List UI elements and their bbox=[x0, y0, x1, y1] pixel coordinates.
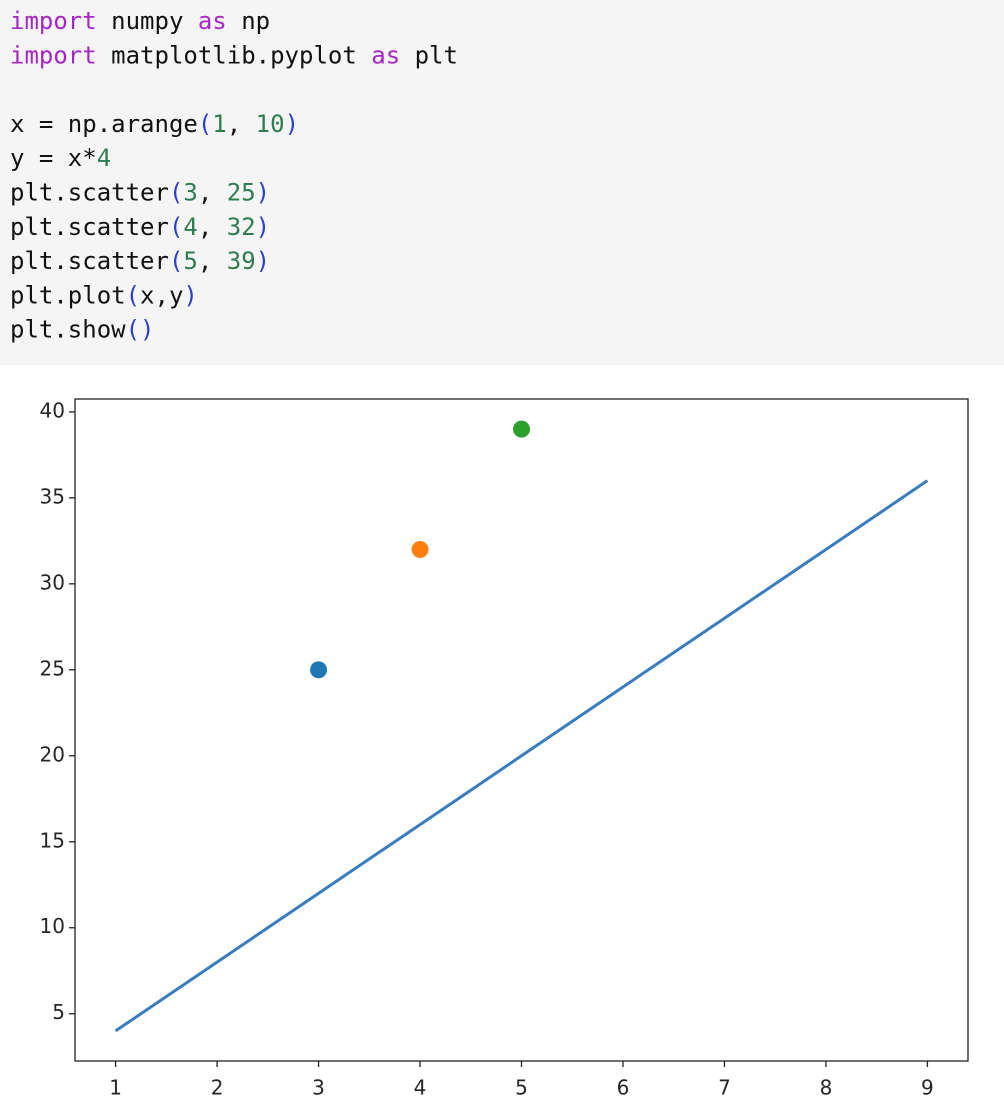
code-token: ) bbox=[256, 247, 270, 275]
x-tick-label: 8 bbox=[820, 1076, 833, 1100]
x-tick-label: 6 bbox=[617, 1076, 630, 1100]
code-line: plt.scatter(3, 25) bbox=[10, 179, 270, 207]
y-tick-label: 20 bbox=[40, 742, 65, 766]
x-tick-label: 9 bbox=[921, 1076, 934, 1100]
x-tick-label: 3 bbox=[312, 1076, 325, 1100]
code-token: 4 bbox=[183, 213, 197, 241]
code-token: 4 bbox=[97, 144, 111, 172]
code-token: numpy bbox=[97, 7, 198, 35]
code-token: plt.scatter bbox=[10, 247, 169, 275]
x-tick-label: 1 bbox=[109, 1076, 122, 1100]
code-token: plt.show bbox=[10, 316, 126, 344]
code-token: plt.scatter bbox=[10, 213, 169, 241]
code-token: as bbox=[198, 7, 227, 35]
code-token: 1 bbox=[212, 110, 226, 138]
code-token: ( bbox=[169, 247, 183, 275]
x-tick-label: 5 bbox=[515, 1076, 528, 1100]
code-token: ) bbox=[183, 281, 197, 309]
code-token: 5 bbox=[183, 247, 197, 275]
y-tick-label: 25 bbox=[40, 656, 65, 680]
scatter-point bbox=[513, 420, 530, 438]
code-token: x,y bbox=[140, 281, 183, 309]
code-token: ( bbox=[169, 179, 183, 207]
code-line: import matplotlib.pyplot as plt bbox=[10, 41, 458, 69]
code-token: 32 bbox=[227, 213, 256, 241]
x-tick-label: 7 bbox=[718, 1076, 731, 1100]
code-token: y = x* bbox=[10, 144, 97, 172]
code-token: import bbox=[10, 41, 97, 69]
plot-frame bbox=[74, 398, 969, 1062]
code-token: , bbox=[227, 110, 256, 138]
code-token: x = np.arange bbox=[10, 110, 198, 138]
code-line: import numpy as np bbox=[10, 7, 270, 35]
data-line bbox=[114, 479, 929, 1033]
code-token: np bbox=[227, 7, 270, 35]
y-tick-label: 30 bbox=[40, 570, 65, 594]
code-token: , bbox=[198, 213, 227, 241]
code-token: matplotlib.pyplot bbox=[97, 41, 372, 69]
code-token: , bbox=[198, 247, 227, 275]
code-token: 10 bbox=[256, 110, 285, 138]
code-token: plt bbox=[400, 41, 458, 69]
code-line: plt.scatter(5, 39) bbox=[10, 247, 270, 275]
code-token: 39 bbox=[227, 247, 256, 275]
code-token: () bbox=[126, 316, 155, 344]
code-token: ( bbox=[126, 281, 140, 309]
y-tick-label: 15 bbox=[40, 828, 65, 852]
code-token: ) bbox=[285, 110, 299, 138]
code-token: , bbox=[198, 179, 227, 207]
code-token: ( bbox=[198, 110, 212, 138]
y-tick-label: 35 bbox=[40, 484, 65, 508]
scatter-point bbox=[310, 661, 328, 679]
code-token: as bbox=[371, 41, 400, 69]
code-token: plt.scatter bbox=[10, 179, 169, 207]
x-tick-label: 4 bbox=[414, 1076, 427, 1100]
code-token: import bbox=[10, 7, 97, 35]
code-line: plt.plot(x,y) bbox=[10, 281, 198, 309]
code-line: x = np.arange(1, 10) bbox=[10, 110, 299, 138]
code-token: ) bbox=[256, 213, 270, 241]
y-tick-label: 10 bbox=[40, 914, 65, 938]
y-tick-label: 5 bbox=[52, 1000, 65, 1024]
code-token: ) bbox=[256, 179, 270, 207]
code-line: plt.show() bbox=[10, 316, 155, 344]
code-line: y = x*4 bbox=[10, 144, 111, 172]
code-token: 25 bbox=[227, 179, 256, 207]
code-cell bbox=[0, 0, 1004, 365]
code-token: plt.plot bbox=[10, 281, 126, 309]
y-tick-label: 40 bbox=[40, 398, 65, 422]
code-token: 3 bbox=[183, 179, 197, 207]
code-token: ( bbox=[169, 213, 183, 241]
x-tick-label: 2 bbox=[211, 1076, 224, 1100]
scatter-point bbox=[411, 540, 429, 558]
code-line: plt.scatter(4, 32) bbox=[10, 213, 270, 241]
